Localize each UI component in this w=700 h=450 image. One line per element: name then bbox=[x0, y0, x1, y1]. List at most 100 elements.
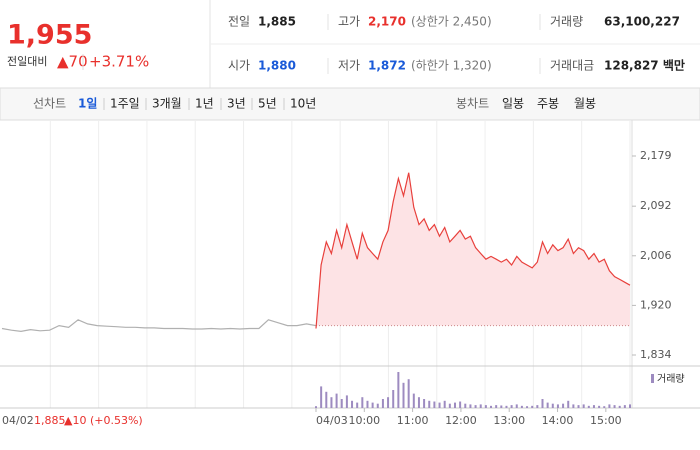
volume-bar bbox=[474, 405, 477, 408]
volume-bar bbox=[453, 402, 456, 408]
period-button[interactable]: 3개월 bbox=[152, 97, 182, 111]
info-value: 63,100,227 bbox=[604, 15, 680, 29]
info-value: 2,170 bbox=[368, 15, 406, 29]
volume-bar bbox=[407, 379, 410, 408]
candle-button[interactable]: 일봉 bbox=[502, 97, 524, 111]
legend-swatch bbox=[651, 374, 654, 383]
volume-bar bbox=[479, 404, 482, 408]
volume-bar bbox=[629, 404, 631, 408]
price-line bbox=[1, 319, 317, 333]
toolbar-label: 봉차트 bbox=[456, 97, 489, 111]
volume-bar bbox=[428, 400, 431, 408]
volume-bar bbox=[423, 399, 426, 408]
volume-bar bbox=[567, 400, 570, 408]
volume-bar bbox=[572, 404, 575, 408]
y-tick-label: 2,179 bbox=[640, 149, 672, 162]
volume-bar bbox=[335, 393, 338, 408]
volume-bar bbox=[582, 404, 585, 408]
volume-bar bbox=[376, 403, 379, 408]
info-note: (하한가 1,320) bbox=[411, 59, 492, 73]
info-value: 1,872 bbox=[368, 59, 406, 73]
volume-bar bbox=[598, 405, 601, 408]
price: 1,955 bbox=[7, 20, 92, 51]
period-button[interactable]: 1일 bbox=[78, 97, 97, 111]
x-tick-label: 04/03 bbox=[316, 414, 348, 427]
volume-bar bbox=[459, 401, 462, 408]
volume-bar bbox=[320, 386, 323, 408]
volume-bar bbox=[515, 404, 518, 408]
volume-bar bbox=[345, 395, 348, 408]
info-note: (상한가 2,450) bbox=[411, 15, 492, 29]
toolbar-label: 선차트 bbox=[33, 97, 66, 111]
volume-bar bbox=[500, 405, 503, 408]
toolbar bbox=[0, 87, 700, 121]
volume-bar bbox=[371, 402, 374, 408]
volume-bar bbox=[562, 403, 565, 408]
volume-bar bbox=[541, 399, 544, 408]
volume-bar bbox=[351, 400, 354, 408]
volume-bar bbox=[366, 400, 369, 408]
y-tick-label: 1,920 bbox=[640, 298, 672, 311]
info-label: 저가 bbox=[338, 59, 360, 73]
volume-bar bbox=[330, 397, 333, 408]
y-tick-label: 1,834 bbox=[640, 348, 672, 361]
period-button[interactable]: 1주일 bbox=[110, 97, 140, 111]
x-tick-label: 10:00 bbox=[348, 414, 380, 427]
candle-button[interactable]: 주봉 bbox=[537, 97, 559, 111]
period-button[interactable]: 5년 bbox=[258, 97, 277, 111]
x-tick-label: 13:00 bbox=[493, 414, 525, 427]
volume-bar bbox=[397, 372, 400, 408]
info-label: 거래량 bbox=[550, 15, 583, 29]
volume-bar bbox=[443, 400, 446, 408]
volume-bar bbox=[536, 405, 539, 408]
volume-bar bbox=[448, 403, 451, 408]
volume-bar bbox=[469, 404, 472, 408]
period-button[interactable]: 3년 bbox=[227, 97, 246, 111]
volume-bar bbox=[417, 397, 420, 408]
volume-bar bbox=[510, 405, 513, 408]
x-tick-label: 15:00 bbox=[590, 414, 622, 427]
volume-bar bbox=[315, 406, 317, 408]
volume-bar bbox=[495, 405, 498, 408]
volume-bar bbox=[340, 399, 343, 408]
period-button[interactable]: 1년 bbox=[195, 97, 214, 111]
y-tick-label: 2,006 bbox=[640, 249, 672, 262]
volume-bar bbox=[577, 405, 580, 408]
prev-close: 1,885 bbox=[34, 414, 66, 427]
volume-bar bbox=[361, 397, 364, 408]
legend-label: 거래량 bbox=[657, 373, 685, 385]
volume-bar bbox=[526, 406, 529, 408]
volume-bar bbox=[587, 405, 590, 408]
volume-bar bbox=[381, 399, 384, 408]
volume-bar bbox=[356, 402, 359, 408]
prev-change: ▲10 (+0.53%) bbox=[64, 414, 143, 427]
info-label: 고가 bbox=[338, 15, 360, 29]
x-tick-label: 12:00 bbox=[445, 414, 477, 427]
candle-button[interactable]: 월봉 bbox=[574, 97, 596, 111]
info-value: 1,880 bbox=[258, 59, 296, 73]
volume-bar bbox=[520, 405, 523, 408]
volume-bar bbox=[531, 405, 534, 408]
volume-bar bbox=[433, 401, 436, 408]
info-value: 1,885 bbox=[258, 15, 296, 29]
volume-bar bbox=[618, 405, 621, 408]
x-tick-label: 11:00 bbox=[397, 414, 429, 427]
volume-bar bbox=[603, 406, 606, 408]
volume-bar bbox=[490, 405, 493, 408]
change-pct: +3.71% bbox=[89, 53, 149, 71]
y-tick-label: 2,092 bbox=[640, 199, 672, 212]
volume-bar bbox=[556, 404, 559, 408]
volume-bar bbox=[505, 405, 508, 408]
change: ▲70 bbox=[57, 53, 88, 71]
info-label: 전일 bbox=[228, 15, 250, 29]
period-button[interactable]: 10년 bbox=[290, 97, 316, 111]
area bbox=[316, 172, 630, 329]
price-line bbox=[315, 172, 631, 329]
volume-bar bbox=[623, 405, 626, 408]
volume-bar bbox=[592, 405, 595, 408]
volume-bar bbox=[412, 393, 415, 408]
volume-bar bbox=[484, 405, 487, 408]
x-tick-label: 14:00 bbox=[542, 414, 574, 427]
